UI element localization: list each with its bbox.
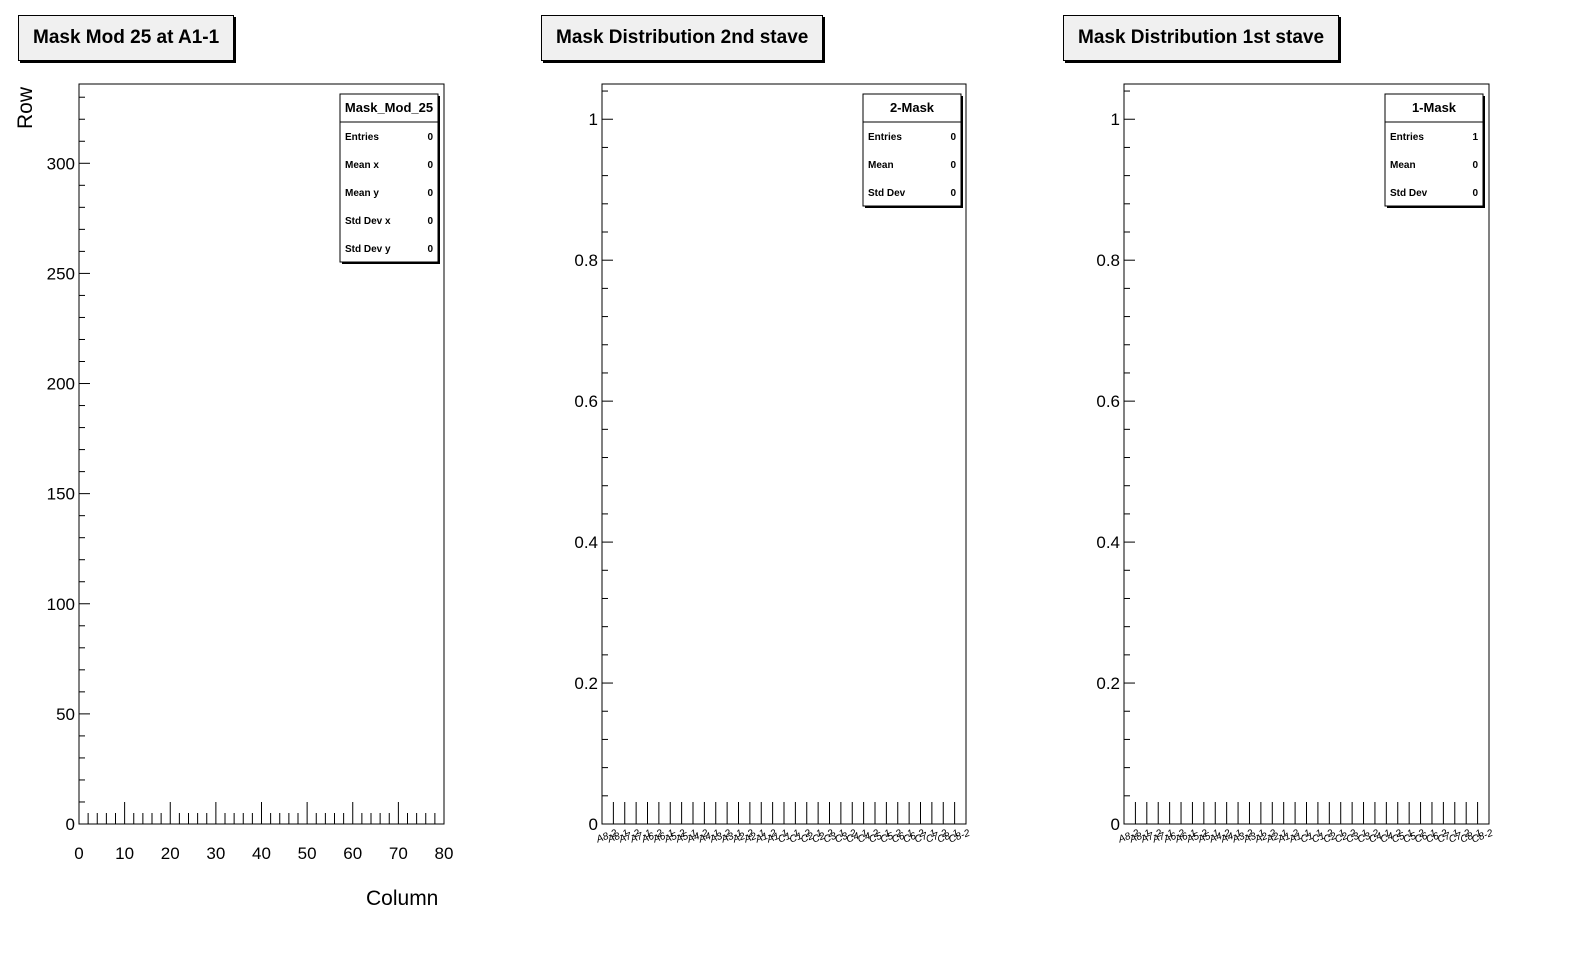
panel1-stats-value: 0 [427,160,433,171]
panel3-y-tick-label: 0.8 [1096,251,1120,270]
panel1-y-tick-label: 250 [47,264,75,283]
panel2-stats-label: Std Dev [868,188,906,199]
panel1-stats-name: Mask_Mod_25 [345,100,433,115]
panel3-stats-label: Mean [1390,160,1416,171]
panel1-stats-label: Entries [345,132,379,143]
panel1-stats-label: Std Dev y [345,244,391,255]
panel1-stats-label: Std Dev x [345,216,391,227]
panel1-x-tick-label: 60 [343,844,362,863]
panel2-y-tick-label: 0.4 [574,533,598,552]
panel1-stats-frame [339,93,439,263]
panel2-stats-name: 2-Mask [890,100,935,115]
panel1-x-tick-label: 80 [435,844,454,863]
panel3-stats-label: Std Dev [1390,188,1428,199]
panel2-y-tick-label: 0.8 [574,251,598,270]
panel1-stats-value: 0 [427,244,433,255]
panel1-y-tick-label: 0 [66,815,75,834]
panel1-y-tick-label: 50 [56,705,75,724]
panel1-x-tick-label: 50 [298,844,317,863]
panel1-x-tick-label: 0 [74,844,83,863]
panel2-y-tick-label: 1 [589,110,598,129]
panel3-stats-frame [1384,93,1484,207]
panel3-stats-value: 0 [1472,160,1478,171]
panel1-stats-value: 0 [427,132,433,143]
panel1-x-tick-label: 70 [389,844,408,863]
panel3-stats-label: Entries [1390,132,1424,143]
panel1-x-axis-title: Column [366,887,439,910]
panel2-y-tick-label: 0.2 [574,674,598,693]
panel1-y-tick-label: 200 [47,375,75,394]
panel2-stats-value: 0 [950,160,956,171]
panel3-y-tick-label: 0.2 [1096,674,1120,693]
panel3-y-tick-label: 1 [1111,110,1120,129]
panel1-stats-value: 0 [427,216,433,227]
panel2-y-tick-label: 0.6 [574,392,598,411]
panel1-stats-value: 0 [427,188,433,199]
panel2-stats-label: Entries [868,132,902,143]
panel1-x-tick-label: 40 [252,844,271,863]
panel1-x-tick-label: 20 [161,844,180,863]
panel2-stats-frame [862,93,962,207]
panel2-title: Mask Distribution 2nd stave [541,15,824,61]
panel3-stats-name: 1-Mask [1412,100,1457,115]
panel1-x-tick-label: 30 [206,844,225,863]
panel2-y-tick-label: 0 [589,815,598,834]
panel3-y-tick-label: 0.6 [1096,392,1120,411]
panel3-stats-value: 1 [1472,132,1478,143]
panel3-y-tick-label: 0.4 [1096,533,1120,552]
panel1-title: Mask Mod 25 at A1-1 [18,15,235,61]
panel2-stats-label: Mean [868,160,894,171]
panel1-y-tick-label: 300 [47,154,75,173]
panel1-y-tick-label: 150 [47,485,75,504]
panel1-y-tick-label: 100 [47,595,75,614]
panel1-x-tick-label: 10 [115,844,134,863]
panel1-stats-label: Mean y [345,188,379,199]
panel3-title: Mask Distribution 1st stave [1063,15,1340,61]
panel3-stats-value: 0 [1472,188,1478,199]
panel1-stats-label: Mean x [345,160,379,171]
panel2-stats-value: 0 [950,188,956,199]
panel2-stats-value: 0 [950,132,956,143]
panel3-y-tick-label: 0 [1111,815,1120,834]
